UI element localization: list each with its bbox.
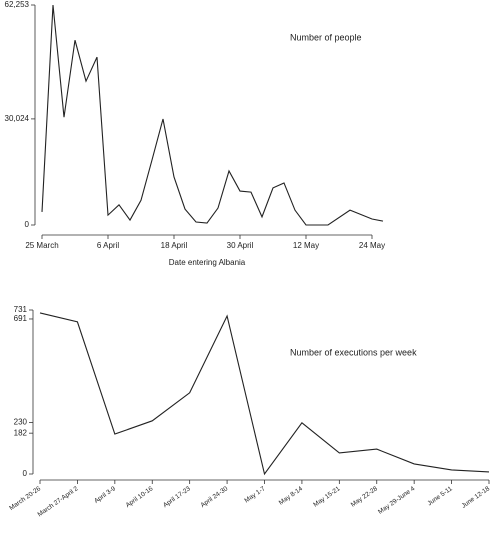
x-tick-label: May 29-June 4 <box>377 485 417 516</box>
x-tick-label: March 27-April 2 <box>36 485 79 518</box>
x-tick-label: 24 May <box>359 241 385 250</box>
y-tick-label: 731 <box>14 305 28 314</box>
x-tick-label: April 3-9 <box>93 485 117 505</box>
x-tick-label: March 20-26 <box>8 485 42 512</box>
x-tick-label: May 8-14 <box>278 485 305 506</box>
y-tick-label: 62,253 <box>5 0 30 9</box>
y-tick-label: 691 <box>14 314 28 323</box>
annotation: Number of people <box>290 32 362 42</box>
x-tick-label: 18 April <box>161 241 188 250</box>
y-tick-label: 182 <box>14 428 28 437</box>
y-tick-label: 30,024 <box>5 114 30 123</box>
annotation: Number of executions per week <box>290 347 417 357</box>
x-tick-label: April 10-16 <box>125 485 155 509</box>
y-tick-label: 230 <box>14 418 28 427</box>
x-tick-label: May 15-21 <box>312 485 341 509</box>
x-axis-label: Date entering Albania <box>169 258 246 267</box>
x-tick-label: June 5-11 <box>426 485 454 507</box>
x-tick-label: April 17-23 <box>162 485 192 509</box>
x-tick-label: 12 May <box>293 241 319 250</box>
data-line <box>41 4 384 226</box>
x-tick-label: 6 April <box>97 241 119 250</box>
x-tick-label: June 12-18 <box>460 485 491 510</box>
y-tick-label: 0 <box>23 469 28 478</box>
y-tick-label: 0 <box>25 220 30 229</box>
x-tick-label: May 22-28 <box>350 485 379 509</box>
x-tick-label: 25 March <box>25 241 58 250</box>
x-tick-label: May 1-7 <box>243 485 267 504</box>
x-tick-label: April 24-30 <box>199 485 229 509</box>
data-line <box>39 312 490 476</box>
x-tick-label: 30 April <box>227 241 254 250</box>
